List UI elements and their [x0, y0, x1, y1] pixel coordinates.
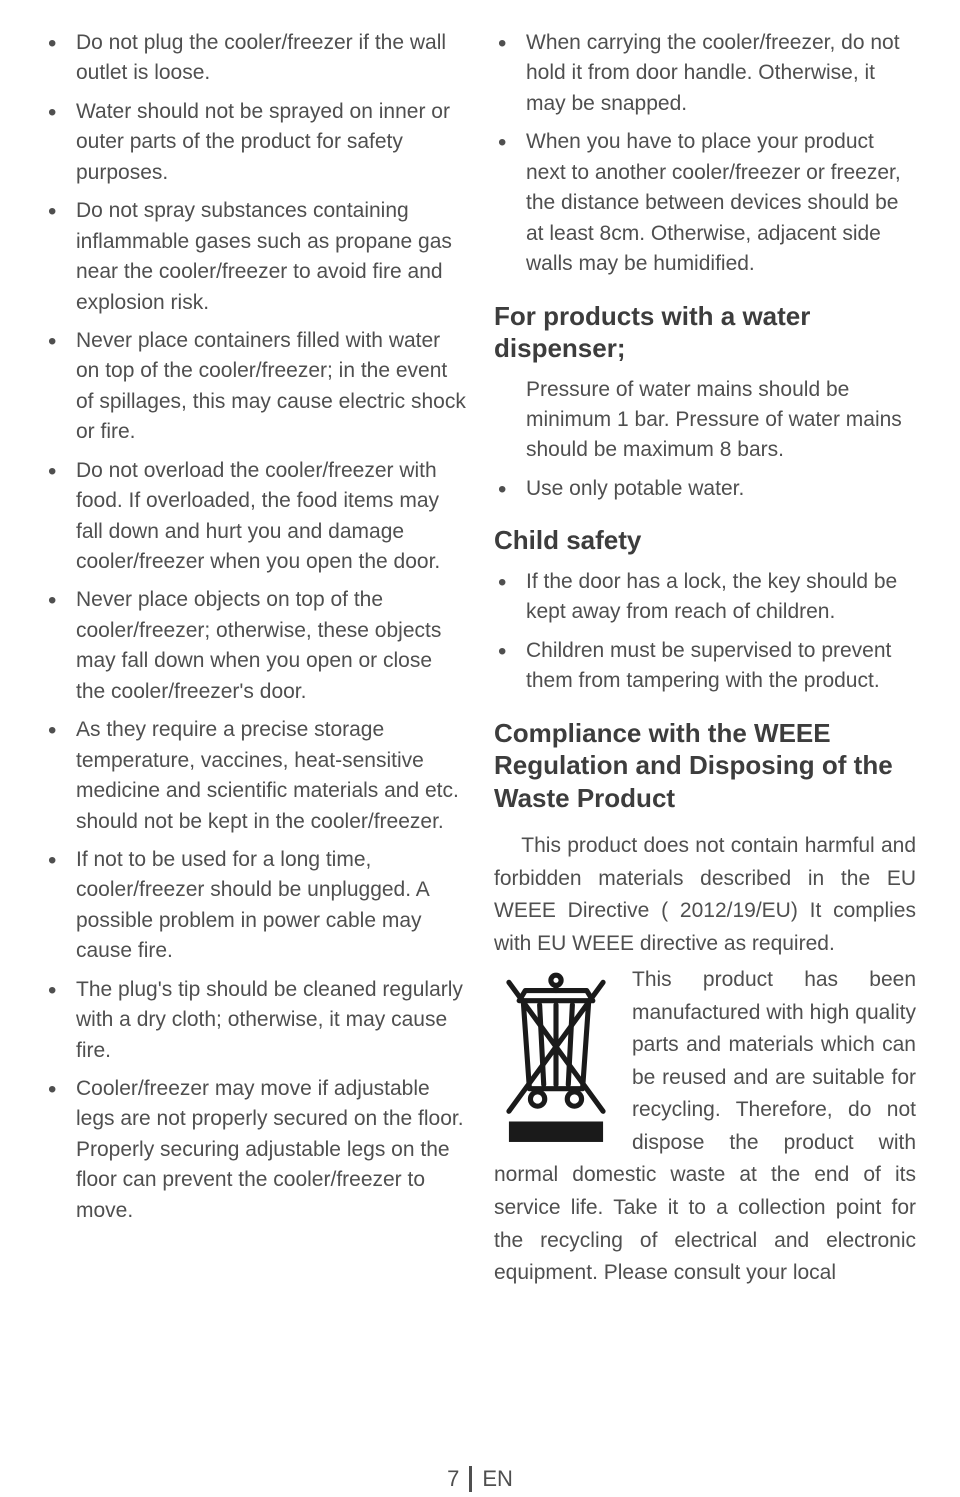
weee-intro-paragraph: This product does not contain harmful an…: [494, 830, 916, 960]
weee-bin-icon: [494, 968, 618, 1144]
page-language: EN: [482, 1466, 513, 1492]
list-item: Do not spray substances containing infla…: [44, 196, 466, 318]
list-item: Water should not be sprayed on inner or …: [44, 97, 466, 188]
document-page: Do not plug the cooler/freezer if the wa…: [0, 0, 960, 1497]
list-item: If not to be used for a long time, coole…: [44, 845, 466, 967]
list-item: If the door has a lock, the key should b…: [494, 567, 916, 628]
list-item: Cooler/freezer may move if adjustable le…: [44, 1074, 466, 1226]
weee-block: This product does not contain harmful an…: [494, 830, 916, 1290]
list-item: When you have to place your product next…: [494, 127, 916, 279]
list-item: Never place containers filled with water…: [44, 326, 466, 448]
weee-heading: Compliance with the WEEE Regulation and …: [494, 717, 916, 815]
water-dispenser-paragraph: Pressure of water mains should be minimu…: [494, 375, 916, 466]
list-item: As they require a precise storage temper…: [44, 715, 466, 837]
list-item: Never place objects on top of the cooler…: [44, 585, 466, 707]
page-footer: 7 EN: [44, 1461, 916, 1497]
child-safety-bullet-list: If the door has a lock, the key should b…: [494, 567, 916, 705]
page-number: 7: [447, 1466, 459, 1492]
right-column: When carrying the cooler/freezer, do not…: [494, 28, 916, 1461]
list-item: Use only potable water.: [494, 474, 916, 504]
list-item: Children must be supervised to prevent t…: [494, 636, 916, 697]
footer-divider: [469, 1466, 472, 1492]
list-item: The plug's tip should be cleaned regular…: [44, 975, 466, 1066]
right-top-bullet-list: When carrying the cooler/freezer, do not…: [494, 28, 916, 288]
list-item: Do not plug the cooler/freezer if the wa…: [44, 28, 466, 89]
list-item: When carrying the cooler/freezer, do not…: [494, 28, 916, 119]
two-column-layout: Do not plug the cooler/freezer if the wa…: [44, 28, 916, 1461]
water-dispenser-heading: For products with a water dispenser;: [494, 300, 916, 365]
list-item: Do not overload the cooler/freezer with …: [44, 456, 466, 578]
left-column: Do not plug the cooler/freezer if the wa…: [44, 28, 466, 1461]
child-safety-heading: Child safety: [494, 524, 916, 557]
water-bullet-list: Use only potable water.: [494, 474, 916, 512]
left-bullet-list: Do not plug the cooler/freezer if the wa…: [44, 28, 466, 1234]
